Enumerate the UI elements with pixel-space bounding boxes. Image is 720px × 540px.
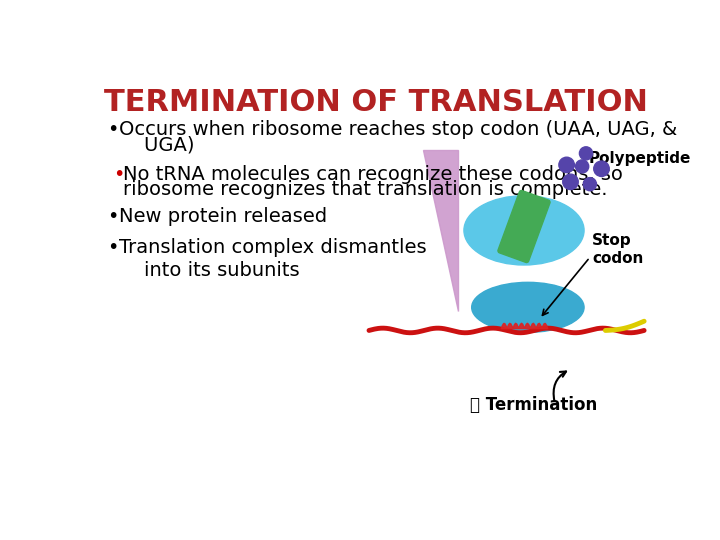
Text: ⓦ Termination: ⓦ Termination (469, 396, 597, 414)
Text: No tRNA molecules can recognize these codons, so: No tRNA molecules can recognize these co… (122, 165, 622, 184)
Ellipse shape (583, 178, 596, 191)
Text: TERMINATION OF TRANSLATION: TERMINATION OF TRANSLATION (104, 88, 648, 117)
Ellipse shape (575, 160, 589, 173)
Text: into its subunits: into its subunits (120, 261, 300, 280)
Text: •: • (107, 207, 118, 226)
Text: •: • (113, 165, 125, 184)
Ellipse shape (472, 282, 584, 333)
Text: Stop
codon: Stop codon (593, 233, 644, 266)
Text: •: • (107, 238, 118, 257)
Ellipse shape (594, 161, 609, 177)
Ellipse shape (464, 195, 584, 265)
Text: ribosome recognizes that translation is complete.: ribosome recognizes that translation is … (122, 180, 607, 199)
Polygon shape (423, 150, 458, 311)
Text: New protein released: New protein released (120, 207, 328, 226)
Ellipse shape (559, 157, 575, 173)
Text: Polypeptide: Polypeptide (588, 151, 690, 166)
Ellipse shape (563, 174, 578, 190)
Text: UGA): UGA) (120, 136, 195, 154)
Text: Translation complex dismantles: Translation complex dismantles (120, 238, 427, 257)
Ellipse shape (580, 147, 593, 160)
FancyBboxPatch shape (498, 191, 550, 262)
Text: Occurs when ribosome reaches stop codon (UAA, UAG, &: Occurs when ribosome reaches stop codon … (120, 120, 678, 139)
Text: •: • (107, 120, 118, 139)
